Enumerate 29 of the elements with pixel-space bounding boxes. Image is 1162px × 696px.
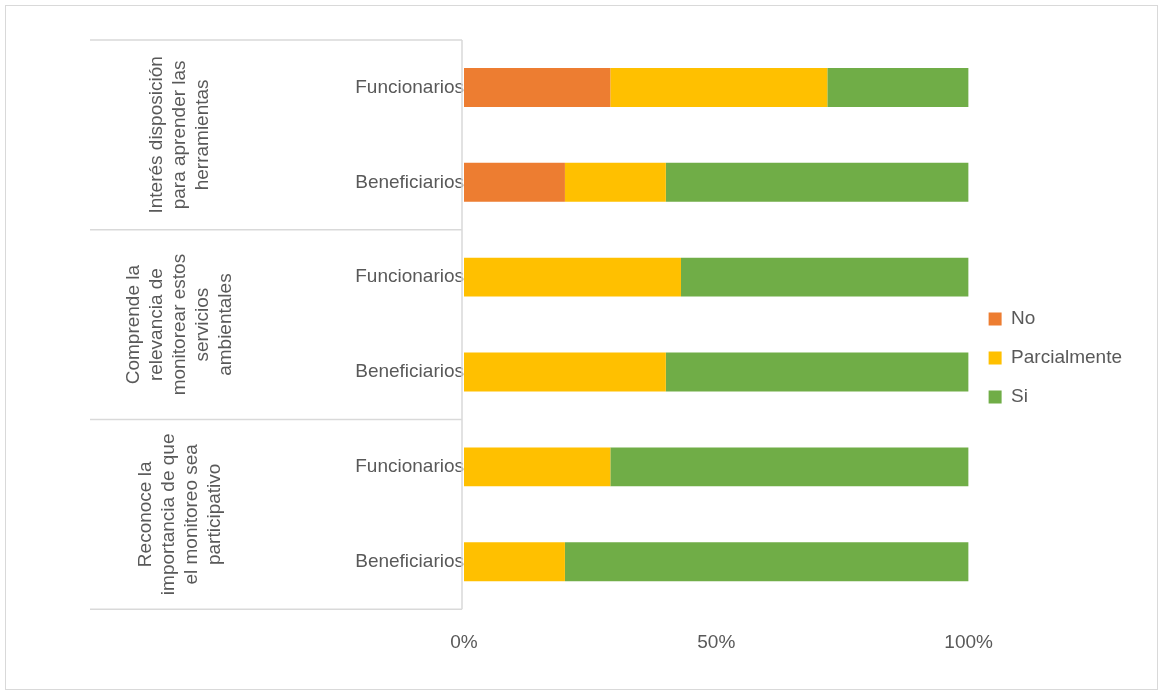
text: Comprende la relevancia de monitorear estos servicios ambientales: [122, 253, 236, 396]
y-tick-label: Funcionarios: [355, 75, 464, 97]
bar: [680, 257, 969, 297]
legend-label: Si: [1011, 385, 1029, 407]
x-tick-label: 50%: [697, 630, 736, 652]
y-tick-label: Funcionarios: [355, 455, 464, 477]
bar: [665, 162, 969, 202]
text: Interés disposición para aprender las herramientas: [145, 56, 213, 214]
x-tick-label: 0%: [450, 630, 478, 652]
bar: [610, 67, 828, 107]
bar: [464, 67, 611, 107]
legend-label: Parcialmente: [1011, 346, 1123, 368]
legend-label: No: [1011, 307, 1036, 329]
y-tick-label: Beneficiarios: [355, 360, 464, 382]
bar: [464, 447, 611, 487]
x-tick-label: 100%: [944, 630, 994, 652]
y-tick-label: Beneficiarios: [355, 550, 464, 571]
bar: [564, 162, 666, 202]
bar: [464, 352, 666, 392]
y-tick-label: Beneficiarios: [355, 170, 464, 192]
bar: [827, 67, 969, 107]
bar: [564, 542, 969, 582]
bar: [610, 447, 969, 487]
bar: [464, 162, 565, 202]
bar: [464, 257, 681, 297]
bar: [464, 542, 565, 582]
text: Reconoce la importancia de que el monitoreo sea participativo: [133, 433, 224, 596]
bar: [665, 352, 969, 392]
y-tick-label: Funcionarios: [355, 265, 464, 287]
